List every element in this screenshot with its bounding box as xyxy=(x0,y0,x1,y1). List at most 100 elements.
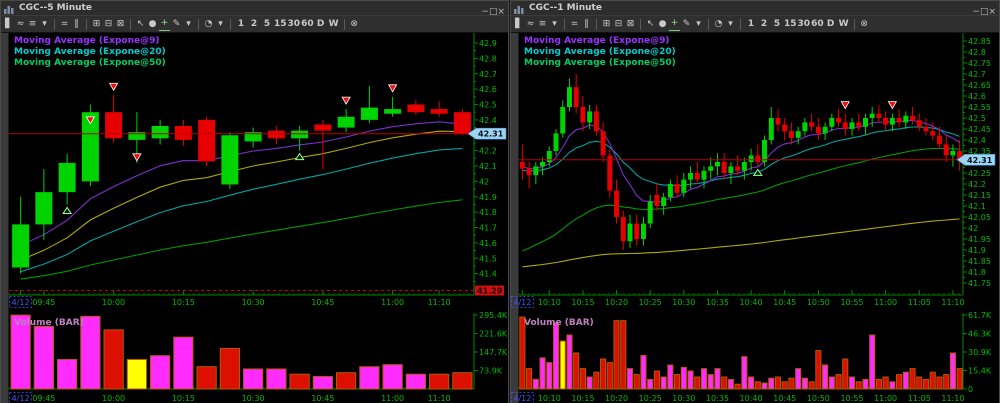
grid-layout-icon[interactable]: ⊞ xyxy=(602,18,611,29)
svg-text:42.35: 42.35 xyxy=(968,147,991,156)
crosshair-tool-icon[interactable]: + xyxy=(159,17,170,31)
svg-text:10:00: 10:00 xyxy=(102,394,125,403)
svg-text:41.8: 41.8 xyxy=(968,268,986,277)
svg-text:Moving Average (Expone@50): Moving Average (Expone@50) xyxy=(524,58,676,68)
timeframe-30-button[interactable]: 30 xyxy=(287,18,301,29)
timeframe-15-button[interactable]: 15 xyxy=(784,18,797,29)
tile-layout-icon[interactable]: ⊠ xyxy=(116,18,125,29)
line-style-icon[interactable]: ≈ xyxy=(526,18,535,29)
svg-text:10:20: 10:20 xyxy=(605,394,628,403)
toolbar-separator xyxy=(86,18,87,30)
cursor-tool-icon[interactable]: ↖ xyxy=(136,18,145,29)
draw-caret-icon[interactable]: ▾ xyxy=(186,18,191,29)
timeframe-5-button[interactable]: 5 xyxy=(773,18,781,29)
svg-text:42.6: 42.6 xyxy=(968,92,986,101)
tile-layout-icon[interactable]: ⊠ xyxy=(626,18,635,29)
toolbar-separator xyxy=(708,18,709,30)
pause-icon[interactable]: ‖ xyxy=(584,18,589,29)
timeframe-5-button[interactable]: 5 xyxy=(263,18,271,29)
timeframe-week-button[interactable]: W xyxy=(328,18,339,29)
svg-text:10:50: 10:50 xyxy=(807,394,830,403)
svg-text:42.8: 42.8 xyxy=(968,48,986,57)
grid-layout-icon[interactable]: ⊞ xyxy=(92,18,101,29)
pan-hand-icon[interactable]: ● xyxy=(658,18,667,29)
chart-window: CGC--5 Minute −□× ▋ ≈ ≡ ▾ = ‖ ⊞ ⊟ ⊠ ↖ ● + ✎ ▾ ◔ ▾ 1 2 5 15 3… xyxy=(0,0,509,403)
svg-text:10:15: 10:15 xyxy=(172,298,195,307)
svg-text:10:40: 10:40 xyxy=(740,298,763,307)
chart-style-icon[interactable]: ≡ xyxy=(538,18,547,29)
svg-text:10:45: 10:45 xyxy=(311,394,334,403)
timeframe-15-button[interactable]: 15 xyxy=(274,18,287,29)
timeframe-30-button[interactable]: 30 xyxy=(797,18,811,29)
timeframe-day-button[interactable]: D xyxy=(316,18,325,29)
chart-toolbar: ▋ ≈ ≡ ▾ = ‖ ⊞ ⊟ ⊠ ↖ ● + ✎ ▾ ◔ ▾ 1 2 5 15 30 60 D W ⊗ xyxy=(1,15,508,33)
interval-clock-icon[interactable]: ◔ xyxy=(204,18,213,29)
svg-text:61.7K: 61.7K xyxy=(968,311,992,320)
timeframe-week-button[interactable]: W xyxy=(838,18,849,29)
timeframe-60-button[interactable]: 60 xyxy=(301,18,314,29)
timeframe-60-button[interactable]: 60 xyxy=(811,18,824,29)
interval-caret-icon[interactable]: ▾ xyxy=(728,18,733,29)
maximize-button[interactable]: □ xyxy=(979,6,989,17)
interval-caret-icon[interactable]: ▾ xyxy=(218,18,223,29)
timeframe-1-button[interactable]: 1 xyxy=(237,18,245,29)
titlebar[interactable]: CGC--5 Minute −□× xyxy=(1,0,508,18)
pan-hand-icon[interactable]: ● xyxy=(148,18,157,29)
svg-text:10:30: 10:30 xyxy=(242,394,265,403)
compare-icon[interactable]: = xyxy=(570,18,579,29)
svg-text:42.05: 42.05 xyxy=(968,213,991,222)
cascade-layout-icon[interactable]: ⊟ xyxy=(104,18,113,29)
chart-style-caret-icon[interactable]: ▾ xyxy=(42,18,47,29)
line-style-icon[interactable]: ≈ xyxy=(16,18,25,29)
svg-text:42.4: 42.4 xyxy=(968,136,986,145)
interval-clock-icon[interactable]: ◔ xyxy=(714,18,723,29)
svg-text:11:10: 11:10 xyxy=(428,298,451,307)
minimize-button[interactable]: − xyxy=(481,6,489,17)
draw-pencil-icon[interactable]: ✎ xyxy=(682,18,691,29)
svg-text:42.8: 42.8 xyxy=(479,54,497,63)
svg-text:42.4: 42.4 xyxy=(479,116,497,125)
timeframe-day-button[interactable]: D xyxy=(826,18,835,29)
close-chart-icon[interactable]: ⊗ xyxy=(860,18,868,29)
svg-text:42.31: 42.31 xyxy=(478,130,504,139)
close-chart-icon[interactable]: ⊗ xyxy=(350,18,358,29)
svg-text:41.8: 41.8 xyxy=(479,208,497,217)
close-button[interactable]: × xyxy=(497,6,505,17)
svg-text:42.85: 42.85 xyxy=(968,37,991,46)
draw-pencil-icon[interactable]: ✎ xyxy=(172,18,181,29)
close-button[interactable]: × xyxy=(988,6,996,17)
svg-text:295.4K: 295.4K xyxy=(479,311,508,320)
candlestick-style-icon[interactable]: ▋ xyxy=(515,18,522,29)
compare-icon[interactable]: = xyxy=(60,18,69,29)
maximize-button[interactable]: □ xyxy=(488,6,498,17)
chart-style-caret-icon[interactable]: ▾ xyxy=(552,18,557,29)
minimize-button[interactable]: − xyxy=(972,6,980,17)
timeframe-1-button[interactable]: 1 xyxy=(747,18,755,29)
svg-text:42.25: 42.25 xyxy=(968,169,991,178)
pause-icon[interactable]: ‖ xyxy=(74,18,79,29)
price-volume-chart[interactable]: 42.85 42.8 42.75 42.7 42.65 42.6 42.55 42.5 42.4… xyxy=(510,33,999,403)
svg-text:221.6K: 221.6K xyxy=(479,330,508,339)
draw-caret-icon[interactable]: ▾ xyxy=(696,18,701,29)
svg-text:41.4: 41.4 xyxy=(479,270,497,279)
candlestick-style-icon[interactable]: ▋ xyxy=(5,18,12,29)
toolbar-separator xyxy=(54,18,55,30)
svg-text:30.9K: 30.9K xyxy=(968,348,992,357)
svg-text:42.2: 42.2 xyxy=(479,147,497,156)
timeframe-2-button[interactable]: 2 xyxy=(760,18,768,29)
crosshair-tool-icon[interactable]: + xyxy=(669,17,680,31)
svg-text:11:10: 11:10 xyxy=(941,394,964,403)
svg-text:41.85: 41.85 xyxy=(968,257,991,266)
cascade-layout-icon[interactable]: ⊟ xyxy=(614,18,623,29)
chart-style-icon[interactable]: ≡ xyxy=(28,18,37,29)
cursor-tool-icon[interactable]: ↖ xyxy=(646,18,655,29)
chart-type-icon xyxy=(4,0,15,18)
toolbar-separator xyxy=(198,18,199,30)
svg-text:42.45: 42.45 xyxy=(968,125,991,134)
titlebar[interactable]: CGC--1 Minute −□× xyxy=(511,1,999,17)
svg-text:0: 0 xyxy=(968,385,973,394)
window-title: CGC--1 Minute xyxy=(529,3,602,13)
timeframe-2-button[interactable]: 2 xyxy=(250,18,258,29)
price-volume-chart[interactable]: 42.942.842.742.642.542.442.342.242.14241… xyxy=(1,33,508,403)
